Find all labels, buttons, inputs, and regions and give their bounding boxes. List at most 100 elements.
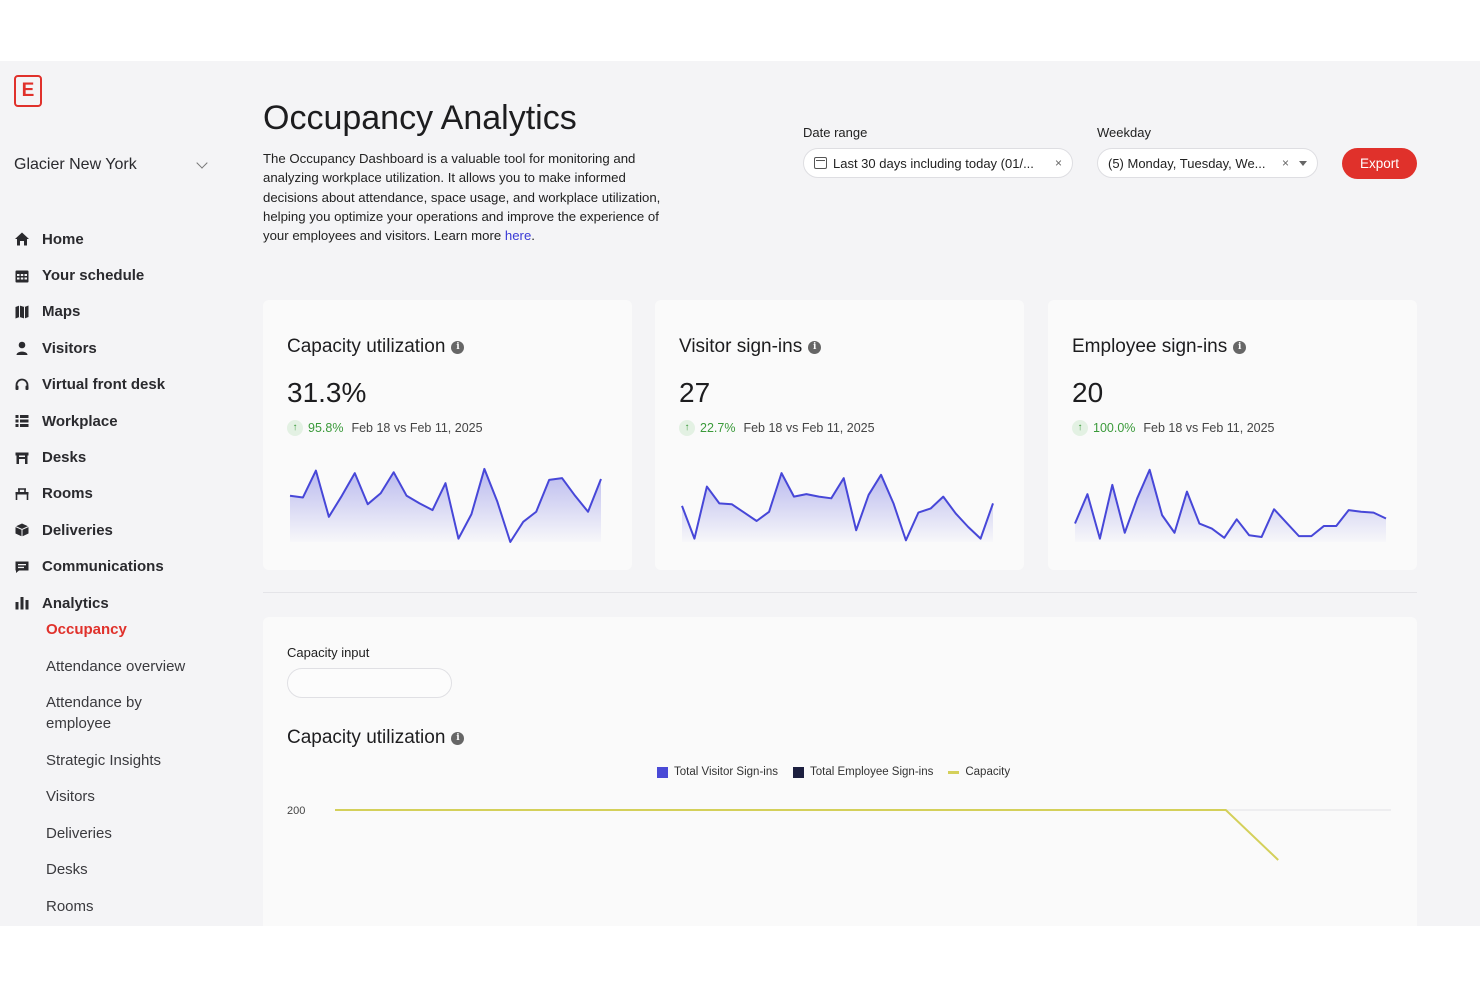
sidebar-item-your-schedule[interactable]: Your schedule	[14, 257, 236, 293]
room-icon	[14, 486, 30, 502]
capacity-panel: Capacity input Capacity utilization i Tot…	[263, 617, 1417, 926]
sidebar-item-label: Analytics	[42, 594, 109, 612]
subnav-item-rooms[interactable]: Rooms	[46, 897, 94, 915]
info-icon[interactable]: i	[451, 340, 465, 354]
location-name: Glacier New York	[14, 156, 137, 173]
page-title: Occupancy Analytics	[263, 99, 577, 137]
sidebar-item-label: Visitors	[42, 339, 97, 357]
sidebar-item-workplace[interactable]: Workplace	[14, 403, 236, 439]
compare-period: Feb 18 vs Feb 11, 2025	[743, 421, 875, 435]
card-title-text: Visitor sign-ins	[679, 336, 803, 357]
kpi-card-capacity-utilization: Capacity utilization i 31.3% ↑ 95.8% Feb 18…	[263, 300, 632, 570]
subnav-item-desks[interactable]: Desks	[46, 861, 88, 878]
card-title: Employee sign-ins i	[1072, 336, 1247, 358]
sidebar-item-virtual-front-desk[interactable]: Virtual front desk	[14, 367, 236, 403]
sidebar-item-deliveries[interactable]: Deliveries	[14, 512, 236, 548]
sidebar-item-visitors[interactable]: Visitors	[14, 330, 236, 366]
card-title: Capacity utilization i	[287, 336, 465, 358]
sidebar-item-label: Deliveries	[42, 521, 113, 539]
chart-legend: Total Visitor Sign-ins Total Employee Si…	[657, 766, 1025, 778]
section-divider	[263, 592, 1417, 593]
calendar-icon	[14, 268, 30, 284]
capacity-chart-title-text: Capacity utilization	[287, 727, 446, 748]
legend-label: Total Visitor Sign-ins	[674, 766, 778, 778]
capacity-utilization-chart: 200	[287, 805, 1391, 861]
delta-percent: 100.0%	[1093, 421, 1136, 435]
caret-down-icon[interactable]	[1299, 160, 1307, 166]
sparkline-line	[1074, 468, 1387, 540]
sidebar-item-desks[interactable]: Desks	[14, 439, 236, 475]
delta-percent: 22.7%	[700, 421, 736, 435]
calendar-icon	[814, 157, 827, 169]
list-icon	[14, 413, 30, 429]
location-selector[interactable]: Glacier New York	[14, 153, 214, 177]
subnav-item-attendance-overview[interactable]: Attendance overview	[46, 657, 186, 675]
desk-icon	[14, 450, 30, 466]
legend-label: Capacity	[965, 766, 1011, 778]
date-range-value: Last 30 days including today (01/...	[833, 155, 1034, 171]
date-range-select[interactable]: Last 30 days including today (01/... ×	[803, 148, 1073, 178]
compare-period: Feb 18 vs Feb 11, 2025	[351, 421, 483, 435]
envoy-logo[interactable]: E	[14, 75, 42, 107]
kpi-card-visitor-sign-ins: Visitor sign-ins i 27 ↑ 22.7% Feb 18 vs Feb…	[655, 300, 1024, 570]
capacity-series-line	[335, 809, 1279, 861]
subnav-item-attendance-by-employee[interactable]: Attendance by employee	[46, 694, 142, 732]
page-description: The Occupancy Dashboard is a valuable to…	[263, 151, 661, 244]
sparkline-area	[290, 468, 601, 542]
legend-swatch	[657, 766, 668, 778]
main-nav: Home Your schedule Maps Visitors Virtual…	[14, 221, 236, 621]
card-value: 31.3%	[287, 377, 367, 408]
subnav-item-occupancy[interactable]: Occupancy	[46, 621, 127, 638]
legend-item-visitor[interactable]: Total Visitor Sign-ins	[657, 766, 778, 778]
capacity-input-label: Capacity input	[287, 645, 370, 660]
arrow-up-icon: ↑	[1072, 420, 1088, 436]
sidebar-item-communications[interactable]: Communications	[14, 549, 236, 585]
capacity-input[interactable]	[287, 668, 452, 698]
subnav-item-deliveries[interactable]: Deliveries	[46, 824, 112, 842]
capacity-chart-title: Capacity utilization i	[287, 727, 465, 749]
card-delta: ↑ 22.7% Feb 18 vs Feb 11, 2025	[679, 420, 875, 436]
card-value: 20	[1072, 377, 1104, 408]
date-range-label: Date range	[803, 125, 868, 140]
home-icon	[14, 231, 30, 247]
sidebar-item-analytics[interactable]: Analytics	[14, 585, 236, 621]
legend-item-capacity[interactable]: Capacity	[948, 766, 1010, 778]
clear-date-range-icon[interactable]: ×	[1054, 156, 1062, 170]
sparkline-employee-sign-ins	[1074, 468, 1387, 542]
info-icon[interactable]: i	[1233, 340, 1247, 354]
legend-swatch	[948, 770, 960, 774]
sidebar-item-label: Communications	[42, 558, 164, 576]
chevron-down-icon	[196, 157, 208, 169]
sparkline-line	[681, 472, 994, 542]
subnav-item-visitors[interactable]: Visitors	[46, 788, 95, 805]
subnav-item-strategic-insights[interactable]: Strategic Insights	[46, 751, 162, 769]
sidebar-item-home[interactable]: Home	[14, 221, 236, 257]
sidebar-item-label: Your schedule	[42, 267, 145, 285]
weekday-value: (5) Monday, Tuesday, We...	[1108, 155, 1266, 171]
sidebar-item-label: Virtual front desk	[42, 376, 166, 394]
info-icon[interactable]: i	[808, 340, 822, 354]
card-title-text: Employee sign-ins	[1072, 336, 1228, 357]
card-delta: ↑ 100.0% Feb 18 vs Feb 11, 2025	[1072, 420, 1275, 436]
weekday-select[interactable]: (5) Monday, Tuesday, We... ×	[1097, 148, 1318, 178]
description-text: The Occupancy Dashboard is a valuable to…	[263, 151, 661, 244]
person-icon	[14, 340, 30, 356]
legend-item-employee[interactable]: Total Employee Sign-ins	[792, 766, 934, 778]
arrow-up-icon: ↑	[679, 420, 695, 436]
export-button[interactable]: Export	[1342, 148, 1417, 179]
sidebar-item-maps[interactable]: Maps	[14, 294, 236, 330]
legend-label: Total Employee Sign-ins	[809, 766, 934, 778]
sidebar-item-label: Workplace	[42, 412, 118, 430]
card-title-text: Capacity utilization	[287, 336, 446, 357]
learn-more-link[interactable]: here	[504, 228, 532, 244]
info-icon[interactable]: i	[451, 731, 465, 745]
sidebar-item-rooms[interactable]: Rooms	[14, 476, 236, 512]
sidebar-item-label: Home	[42, 230, 84, 248]
sparkline-area	[1075, 469, 1386, 542]
clear-weekday-icon[interactable]: ×	[1281, 156, 1289, 170]
map-icon	[14, 304, 30, 320]
sparkline-area	[682, 473, 993, 542]
sparkline-line	[289, 467, 602, 543]
sparkline-capacity-utilization	[289, 467, 602, 543]
bar-chart-icon	[14, 595, 30, 611]
